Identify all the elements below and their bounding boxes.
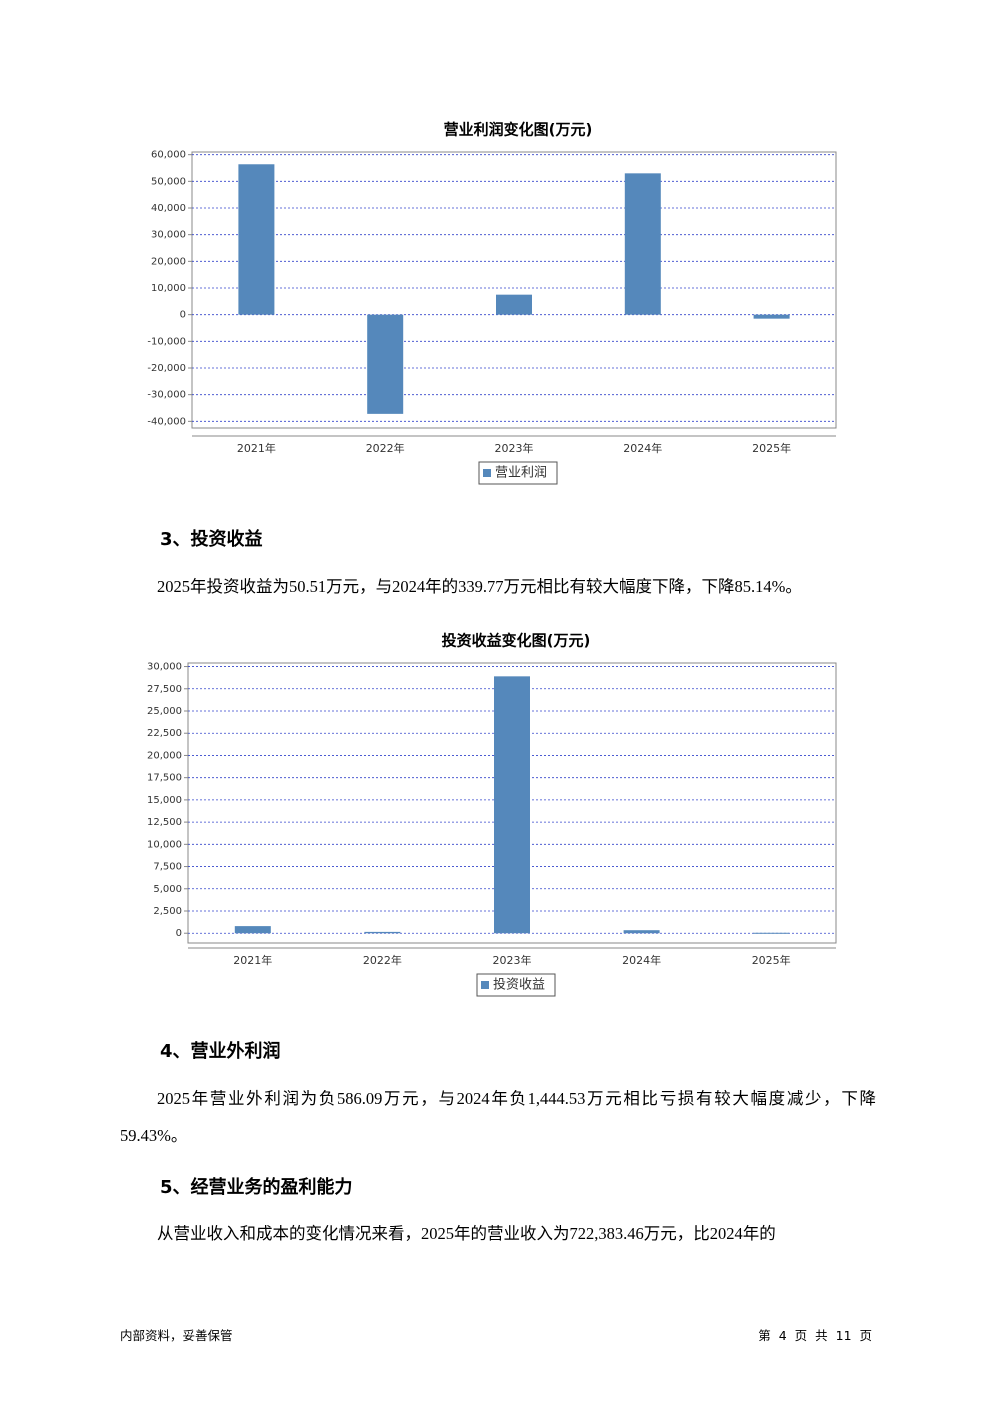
- y-tick-label: 60,000: [151, 150, 186, 161]
- y-tick-label: 15,000: [147, 795, 182, 806]
- y-tick-label: 7,500: [153, 862, 182, 873]
- bar: [364, 931, 401, 934]
- x-tick-label: 2022年: [366, 441, 405, 455]
- y-tick-label: -30,000: [147, 390, 186, 401]
- y-tick-label: -40,000: [147, 416, 186, 427]
- legend-label: 营业利润: [495, 466, 547, 481]
- bar: [624, 173, 661, 315]
- section-heading: 3、投资收益: [160, 529, 263, 550]
- y-tick-label: 10,000: [147, 839, 182, 850]
- x-tick-label: 2022年: [363, 953, 402, 967]
- paragraph: 2025年营业外利润为负586.09万元，与2024年负1,444.53万元相比…: [120, 1089, 876, 1145]
- y-tick-label: -10,000: [147, 336, 186, 347]
- chart-title: 营业利润变化图(万元): [444, 121, 593, 139]
- paragraph: 2025年投资收益为50.51万元，与2024年的339.77万元相比有较大幅度…: [157, 577, 802, 596]
- bar: [494, 676, 530, 934]
- y-tick-label: 20,000: [147, 750, 182, 761]
- y-tick-label: 50,000: [151, 176, 186, 187]
- section-heading: 5、经营业务的盈利能力: [160, 1177, 353, 1198]
- paragraph: 从营业收入和成本的变化情况来看，2025年的营业收入为722,383.46万元，…: [157, 1224, 776, 1243]
- y-tick-label: 30,000: [151, 230, 186, 241]
- x-tick-label: 2025年: [752, 953, 791, 967]
- x-tick-label: 2023年: [495, 441, 534, 455]
- y-tick-label: 22,500: [147, 728, 182, 739]
- footer-left: 内部资料，妥善保管: [120, 1328, 233, 1343]
- plot-area: [187, 662, 837, 944]
- x-tick-label: 2021年: [233, 953, 272, 967]
- y-tick-label: 17,500: [147, 773, 182, 784]
- y-tick-label: 0: [176, 928, 182, 939]
- x-tick-label: 2024年: [623, 441, 662, 455]
- section-heading: 4、营业外利润: [160, 1041, 281, 1062]
- x-tick-label: 2021年: [237, 441, 276, 455]
- legend-box: [478, 461, 558, 485]
- legend-swatch: [481, 981, 489, 989]
- bar: [753, 932, 790, 934]
- y-tick-label: 40,000: [151, 203, 186, 214]
- y-tick-label: -20,000: [147, 363, 186, 374]
- y-tick-label: 10,000: [151, 283, 186, 294]
- y-tick-label: 20,000: [151, 256, 186, 267]
- legend-label: 投资收益: [493, 977, 545, 993]
- y-tick-label: 27,500: [147, 684, 182, 695]
- x-tick-label: 2024年: [622, 953, 661, 967]
- bar: [238, 164, 275, 315]
- y-tick-label: 12,500: [147, 817, 182, 828]
- y-tick-label: 5,000: [153, 884, 182, 895]
- plot-area: [191, 151, 837, 429]
- legend-swatch: [483, 469, 491, 477]
- y-tick-label: 30,000: [147, 662, 182, 673]
- y-tick-label: 0: [180, 310, 186, 321]
- bar: [753, 314, 790, 319]
- chart-title: 投资收益变化图(万元): [442, 632, 591, 650]
- footer-right: 第 4 页 共 11 页: [758, 1328, 872, 1343]
- x-tick-label: 2023年: [493, 953, 532, 967]
- bar: [234, 926, 271, 934]
- bar: [623, 930, 660, 934]
- y-tick-label: 2,500: [153, 906, 182, 917]
- x-tick-label: 2025年: [752, 441, 791, 455]
- legend-box: [476, 973, 556, 997]
- y-tick-label: 25,000: [147, 706, 182, 717]
- bar: [367, 314, 404, 414]
- bar: [496, 294, 532, 315]
